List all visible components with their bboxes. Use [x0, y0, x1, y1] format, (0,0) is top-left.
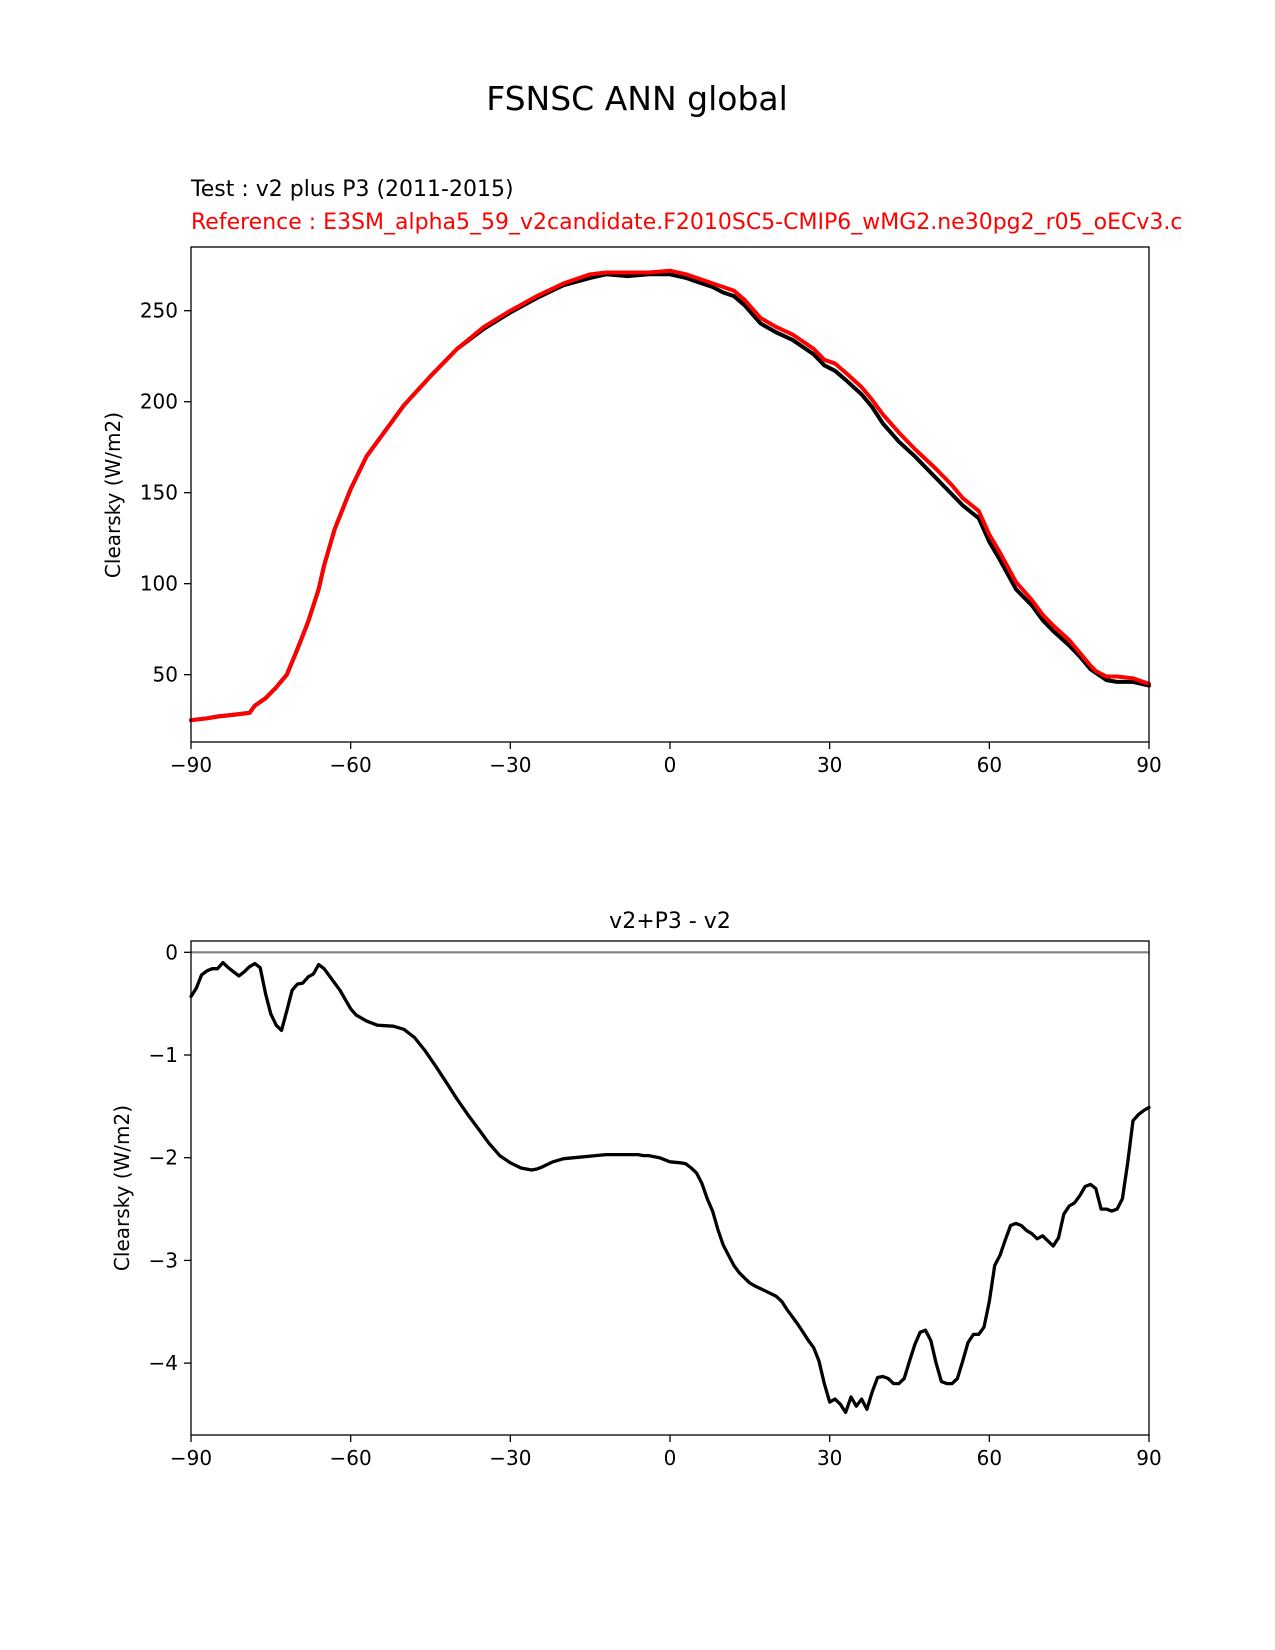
bottom-panel-x-axis: −90 −60 −30 0 30 60 90 [170, 1435, 1162, 1470]
bottom-panel-x-tick-label: 90 [1136, 1446, 1161, 1470]
bottom-panel-x-tick-label: −90 [170, 1446, 212, 1470]
bottom-panel-frame [190, 940, 1150, 1436]
bottom-panel-x-tick-label: 30 [817, 1446, 842, 1470]
top-panel-frame [190, 246, 1150, 743]
test-label: Test : v2 plus P3 (2011-2015) [190, 177, 514, 202]
bottom-panel-y-axis: 0 −1 −2 −3 −4 [149, 940, 191, 1375]
top-panel-x-tick-label: −60 [330, 753, 372, 777]
top-panel-y-tick-label: 150 [140, 481, 178, 505]
top-panel-y-tick-label: 100 [140, 572, 178, 596]
bottom-panel-ylabel: Clearsky (W/m2) [110, 1105, 134, 1271]
top-panel-x-tick-label: 0 [664, 753, 677, 777]
bottom-panel: v2+P3 - v2 −90 −60 −30 0 30 60 90 0 −1 −2 −3 −4 Cl… [110, 909, 1162, 1470]
bottom-panel-x-tick-label: 0 [664, 1446, 677, 1470]
top-panel-y-tick-label: 250 [140, 299, 178, 323]
bottom-panel-y-tick-label: −4 [149, 1351, 178, 1375]
bottom-panel-y-tick-label: −3 [149, 1248, 178, 1272]
top-panel-y-axis: 50 100 150 200 250 [140, 299, 191, 687]
bottom-panel-difference-line [189, 960, 1151, 1415]
bottom-panel-x-tick-label: 60 [977, 1446, 1002, 1470]
top-panel-reference-line [189, 268, 1151, 723]
top-panel-x-axis: −90 −60 −30 0 30 60 90 [170, 742, 1162, 777]
top-panel-ylabel: Clearsky (W/m2) [101, 412, 125, 578]
top-panel-y-tick-label: 50 [153, 663, 178, 687]
bottom-panel-y-tick-label: 0 [165, 940, 178, 964]
top-panel-x-tick-label: 60 [977, 753, 1002, 777]
bottom-panel-x-tick-label: −60 [330, 1446, 372, 1470]
top-panel: Test : v2 plus P3 (2011-2015) Reference … [101, 177, 1183, 777]
bottom-panel-y-tick-label: −2 [149, 1146, 178, 1170]
top-panel-test-line [189, 272, 1151, 723]
figure-suptitle: FSNSC ANN global [486, 79, 788, 118]
top-panel-x-tick-label: −30 [489, 753, 531, 777]
bottom-panel-x-tick-label: −30 [489, 1446, 531, 1470]
top-panel-y-tick-label: 200 [140, 390, 178, 414]
top-panel-x-tick-label: 90 [1136, 753, 1161, 777]
bottom-panel-title: v2+P3 - v2 [609, 909, 731, 934]
bottom-panel-series [189, 960, 1151, 1415]
top-panel-series [189, 268, 1151, 723]
bottom-panel-y-tick-label: −1 [149, 1043, 178, 1067]
top-panel-x-tick-label: −90 [170, 753, 212, 777]
top-panel-x-tick-label: 30 [817, 753, 842, 777]
reference-label: Reference : E3SM_alpha5_59_v2candidate.F… [191, 210, 1183, 235]
